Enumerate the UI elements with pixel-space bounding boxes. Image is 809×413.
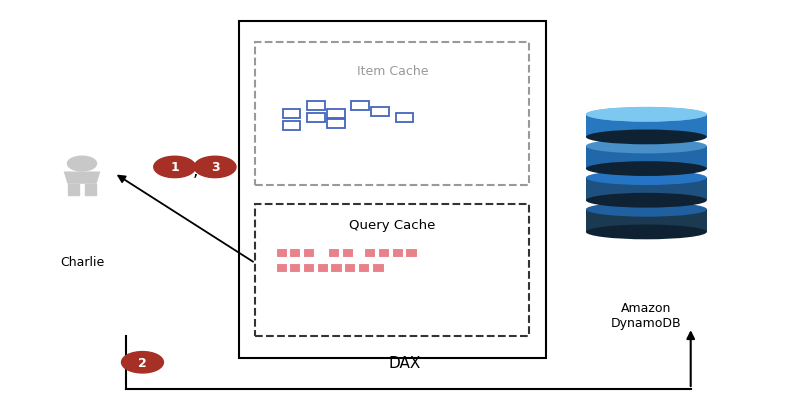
Bar <box>303 249 314 258</box>
Bar <box>283 122 300 131</box>
Text: DAX: DAX <box>388 355 421 370</box>
Text: Item Cache: Item Cache <box>357 65 428 78</box>
Bar <box>344 263 355 272</box>
Ellipse shape <box>586 130 707 145</box>
Bar <box>328 249 339 258</box>
Bar <box>364 249 375 258</box>
Ellipse shape <box>586 202 707 217</box>
Bar <box>371 108 389 116</box>
Bar <box>396 114 413 123</box>
Ellipse shape <box>586 108 707 122</box>
Bar <box>283 110 300 119</box>
Ellipse shape <box>586 108 707 122</box>
Bar <box>307 114 324 123</box>
Circle shape <box>194 157 236 178</box>
Ellipse shape <box>586 225 707 240</box>
Bar <box>351 102 369 111</box>
Bar <box>378 249 389 258</box>
Bar <box>586 210 707 233</box>
Bar <box>330 263 341 272</box>
Ellipse shape <box>586 193 707 208</box>
Bar <box>303 263 314 272</box>
Bar <box>256 43 529 186</box>
Bar <box>307 102 324 111</box>
Bar <box>405 249 417 258</box>
Bar <box>85 184 95 195</box>
Bar <box>256 204 529 336</box>
Bar <box>327 120 345 129</box>
Circle shape <box>67 157 96 171</box>
Bar <box>586 178 707 201</box>
Bar <box>239 22 545 358</box>
Text: 1: 1 <box>171 161 179 174</box>
Ellipse shape <box>586 162 707 176</box>
Circle shape <box>154 157 196 178</box>
Text: ,: , <box>193 162 197 180</box>
Bar <box>327 110 345 119</box>
Ellipse shape <box>586 139 707 154</box>
Bar <box>341 249 353 258</box>
Bar <box>372 263 383 272</box>
Text: Charlie: Charlie <box>60 256 104 269</box>
Bar <box>276 249 287 258</box>
Text: Query Cache: Query Cache <box>349 219 435 232</box>
Circle shape <box>121 352 163 373</box>
Text: 3: 3 <box>210 161 219 174</box>
Polygon shape <box>64 172 100 184</box>
Text: Amazon
DynamoDB: Amazon DynamoDB <box>611 301 682 329</box>
Bar <box>289 249 300 258</box>
Bar <box>69 184 79 195</box>
Bar <box>316 263 328 272</box>
Bar <box>586 115 707 138</box>
Bar <box>586 147 707 169</box>
Bar <box>358 263 369 272</box>
Ellipse shape <box>586 171 707 185</box>
Text: 2: 2 <box>138 356 147 369</box>
Bar <box>276 263 287 272</box>
Bar <box>289 263 300 272</box>
Bar <box>392 249 403 258</box>
